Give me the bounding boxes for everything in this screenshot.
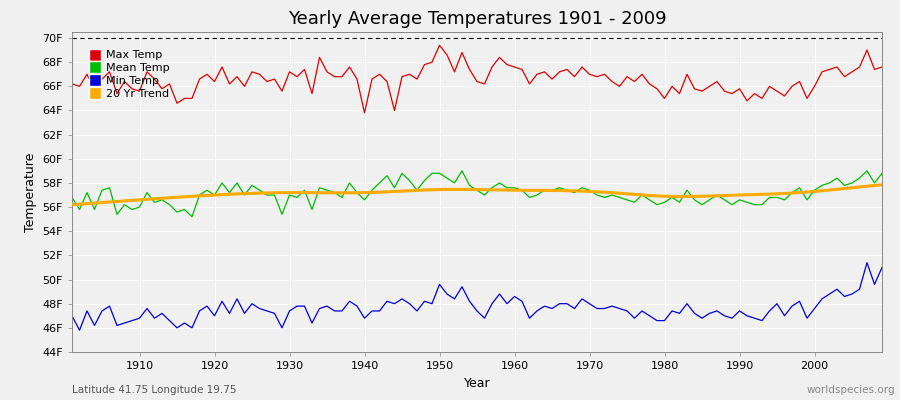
20 Yr Trend	[292, 190, 302, 195]
Max Temp	[434, 43, 445, 48]
Mean Temp	[67, 195, 77, 200]
Mean Temp	[344, 180, 355, 185]
20 Yr Trend	[337, 190, 347, 195]
20 Yr Trend	[509, 188, 520, 192]
Min Temp	[517, 299, 527, 304]
Legend: Max Temp, Mean Temp, Min Temp, 20 Yr Trend: Max Temp, Mean Temp, Min Temp, 20 Yr Tre…	[86, 47, 173, 102]
Y-axis label: Temperature: Temperature	[23, 152, 37, 232]
Min Temp	[67, 313, 77, 318]
Max Temp	[337, 74, 347, 79]
Max Temp	[877, 65, 887, 70]
Mean Temp	[127, 207, 138, 212]
20 Yr Trend	[127, 198, 138, 203]
Min Temp	[299, 304, 310, 308]
20 Yr Trend	[501, 188, 512, 192]
Title: Yearly Average Temperatures 1901 - 2009: Yearly Average Temperatures 1901 - 2009	[288, 10, 666, 28]
Mean Temp	[517, 188, 527, 192]
Max Temp	[524, 82, 535, 86]
Min Temp	[134, 316, 145, 320]
Mean Temp	[877, 171, 887, 176]
20 Yr Trend	[67, 202, 77, 207]
Min Temp	[607, 304, 617, 308]
Mean Temp	[299, 188, 310, 192]
Min Temp	[344, 299, 355, 304]
Max Temp	[127, 86, 138, 91]
Line: Min Temp: Min Temp	[72, 263, 882, 330]
Mean Temp	[524, 195, 535, 200]
20 Yr Trend	[599, 190, 610, 195]
Line: 20 Yr Trend: 20 Yr Trend	[72, 185, 882, 205]
Line: Max Temp: Max Temp	[72, 45, 882, 113]
Min Temp	[861, 260, 872, 265]
Text: Latitude 41.75 Longitude 19.75: Latitude 41.75 Longitude 19.75	[72, 385, 237, 395]
X-axis label: Year: Year	[464, 376, 490, 390]
Line: Mean Temp: Mean Temp	[72, 171, 882, 217]
Min Temp	[877, 265, 887, 270]
Text: worldspecies.org: worldspecies.org	[807, 385, 896, 395]
Max Temp	[517, 67, 527, 72]
Mean Temp	[456, 168, 467, 173]
Max Temp	[614, 84, 625, 89]
Max Temp	[292, 74, 302, 79]
Mean Temp	[614, 195, 625, 200]
Min Temp	[509, 294, 520, 299]
20 Yr Trend	[877, 182, 887, 187]
Min Temp	[74, 328, 85, 333]
Mean Temp	[186, 214, 197, 219]
Max Temp	[359, 110, 370, 115]
Max Temp	[67, 82, 77, 86]
